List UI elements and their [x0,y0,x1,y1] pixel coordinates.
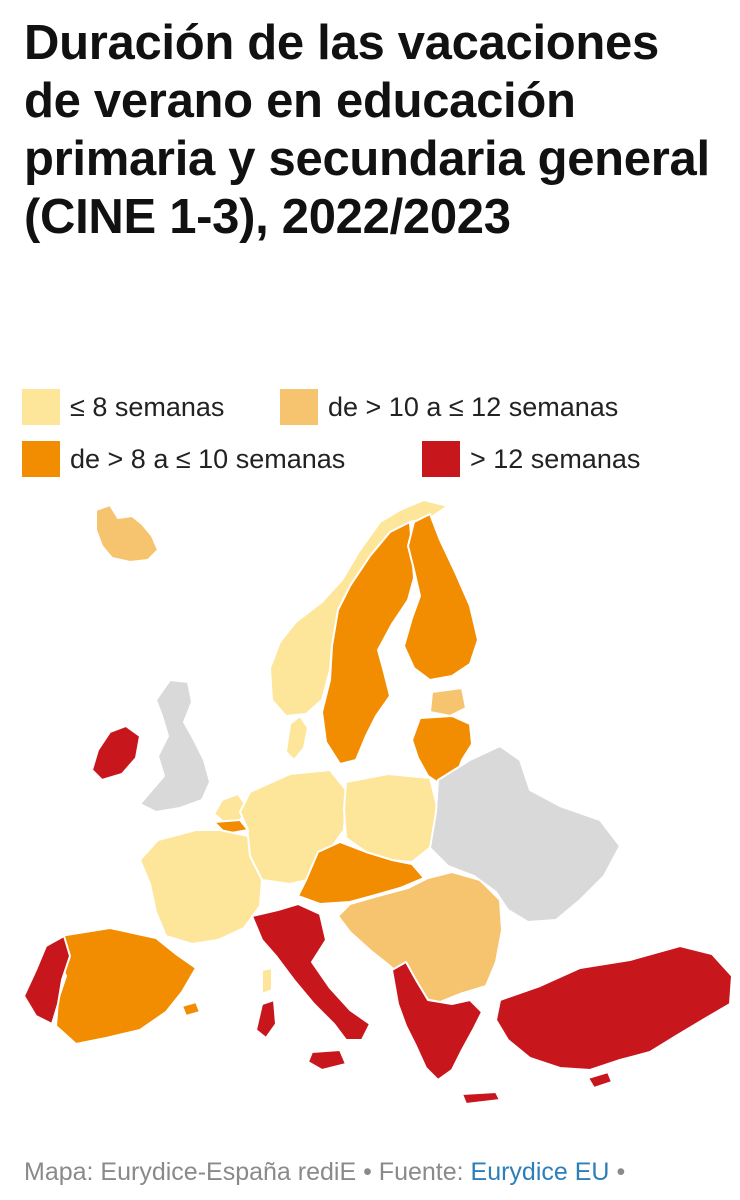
region-greece [391,961,483,1081]
region-sicily [307,1049,347,1071]
region-estonia [429,687,467,717]
europe-map [23,499,733,1105]
legend-label-le8: ≤ 8 semanas [70,391,225,422]
region-balearic [181,1001,201,1017]
region-spain [55,927,197,1045]
legend-label-8to10: de > 8 a ≤ 10 semanas [70,443,346,474]
legend-swatch-8to10 [22,441,60,477]
region-italy [251,903,371,1041]
legend-label-gt12: > 12 semanas [470,443,641,474]
legend-item-8to10: de > 8 a ≤ 10 semanas [22,440,345,478]
map-credit: Mapa: Eurydice-España rediE [24,1158,357,1186]
source-prefix: Fuente: [378,1158,464,1186]
region-ireland [91,725,141,781]
region-great-britain [139,679,211,813]
region-iceland [95,504,159,563]
legend-swatch-le8 [22,389,60,425]
region-cyprus [587,1071,613,1089]
region-central-europe [297,841,425,905]
legend-item-gt12: > 12 semanas [422,440,640,478]
region-corsica [261,967,273,995]
region-finland [403,513,479,681]
page-title: Duración de las vacaciones de verano en … [24,16,710,244]
region-denmark [285,715,309,761]
legend: ≤ 8 semanas de > 10 a ≤ 12 semanas de > … [22,388,722,484]
legend-item-le8: ≤ 8 semanas [22,388,224,426]
region-eastern-europe-nodata [429,745,621,923]
region-sardinia [255,999,277,1039]
legend-swatch-10to12 [280,389,318,425]
region-turkey [495,945,733,1071]
footer-separator: • [363,1158,372,1186]
legend-swatch-gt12 [422,441,460,477]
footer-trailing: • [616,1158,626,1186]
legend-item-10to12: de > 10 a ≤ 12 semanas [280,388,618,426]
region-crete [461,1091,501,1105]
region-poland [343,773,439,863]
region-portugal [23,935,71,1025]
region-southeast-europe [337,871,503,1003]
legend-label-10to12: de > 10 a ≤ 12 semanas [328,391,619,422]
source-link[interactable]: Eurydice EU [470,1158,610,1186]
region-france [139,829,263,945]
footer-credit: Mapa: Eurydice-España rediE • Fuente: Eu… [24,1158,625,1187]
region-sweden [321,521,415,765]
